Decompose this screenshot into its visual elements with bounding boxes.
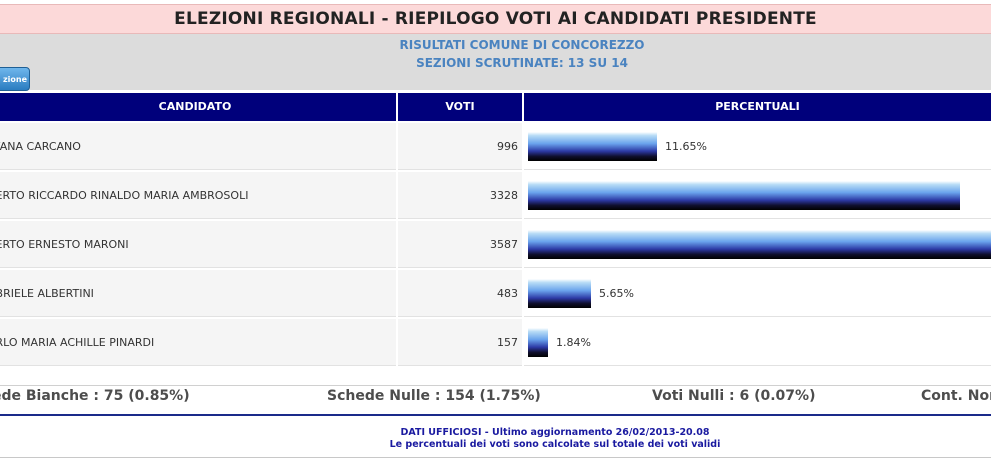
votes-cell: 157 (398, 319, 522, 366)
candidate-cell: ARLO MARIA ACHILLE PINARDI (0, 319, 396, 366)
votes-cell: 483 (398, 270, 522, 317)
page-title: ELEZIONI REGIONALI - RIEPILOGO VOTI AI C… (0, 4, 991, 34)
votes-cell: 996 (398, 123, 522, 170)
percentage-cell: 5.65% (524, 270, 991, 317)
votes-cell: 3587 (398, 221, 522, 268)
percentage-cell: 1.84% (524, 319, 991, 366)
candidate-cell: BERTO ERNESTO MARONI (0, 221, 396, 268)
percentage-bar (528, 132, 657, 161)
votes-cell: 3328 (398, 172, 522, 219)
candidate-name: ARLO MARIA ACHILLE PINARDI (0, 336, 155, 349)
candidate-name: ABRIELE ALBERTINI (0, 287, 94, 300)
schede-bianche-stat: ede Bianche : 75 (0.85%) (0, 388, 190, 404)
footer-bottom-divider (0, 457, 991, 458)
table-row: BERTO ERNESTO MARONI 3587 (0, 221, 991, 268)
footer-divider (0, 414, 991, 416)
info-band: RISULTATI COMUNE DI CONCOREZZO SEZIONI S… (0, 34, 991, 91)
candidate-name: BERTO RICCARDO RINALDO MARIA AMBROSOLI (0, 189, 249, 202)
percentage-label: 11.65% (665, 140, 707, 153)
divider (0, 385, 991, 386)
table-row: ARLO MARIA ACHILLE PINARDI 157 1.84% (0, 319, 991, 366)
footer-percent-note: Le percentuali dei voti sono calcolate s… (389, 439, 721, 450)
candidate-name: BERTO ERNESTO MARONI (0, 238, 129, 251)
percentage-bar (528, 279, 591, 308)
percentage-cell (524, 172, 991, 219)
column-header-percentuali: PERCENTUALI (524, 93, 991, 121)
voti-nulli-stat: Voti Nulli : 6 (0.07%) (652, 388, 816, 404)
schede-nulle-stat: Schede Nulle : 154 (1.75%) (327, 388, 541, 404)
table-row: ABRIELE ALBERTINI 483 5.65% (0, 270, 991, 317)
section-button[interactable]: zione (0, 67, 30, 91)
percentage-bar (528, 230, 991, 259)
column-header-candidato: CANDIDATO (0, 93, 396, 121)
percentage-cell (524, 221, 991, 268)
percentage-label: 1.84% (556, 336, 591, 349)
candidate-cell: LVANA CARCANO (0, 123, 396, 170)
percentage-bar (528, 328, 548, 357)
percentage-label: 5.65% (599, 287, 634, 300)
table-row: BERTO RICCARDO RINALDO MARIA AMBROSOLI 33… (0, 172, 991, 219)
footer-update-note: DATI UFFICIOSI - Ultimo aggiornamento 26… (400, 427, 710, 438)
results-subtitle: RISULTATI COMUNE DI CONCOREZZO (399, 38, 645, 52)
contestate-stat: Cont. Non (921, 388, 991, 404)
table-row: LVANA CARCANO 996 11.65% (0, 123, 991, 170)
candidate-cell: BERTO RICCARDO RINALDO MARIA AMBROSOLI (0, 172, 396, 219)
percentage-bar (528, 181, 960, 210)
percentage-cell: 11.65% (524, 123, 991, 170)
sections-subtitle: SEZIONI SCRUTINATE: 13 SU 14 (416, 56, 628, 70)
candidate-cell: ABRIELE ALBERTINI (0, 270, 396, 317)
candidate-name: LVANA CARCANO (0, 140, 81, 153)
column-header-voti: VOTI (398, 93, 522, 121)
